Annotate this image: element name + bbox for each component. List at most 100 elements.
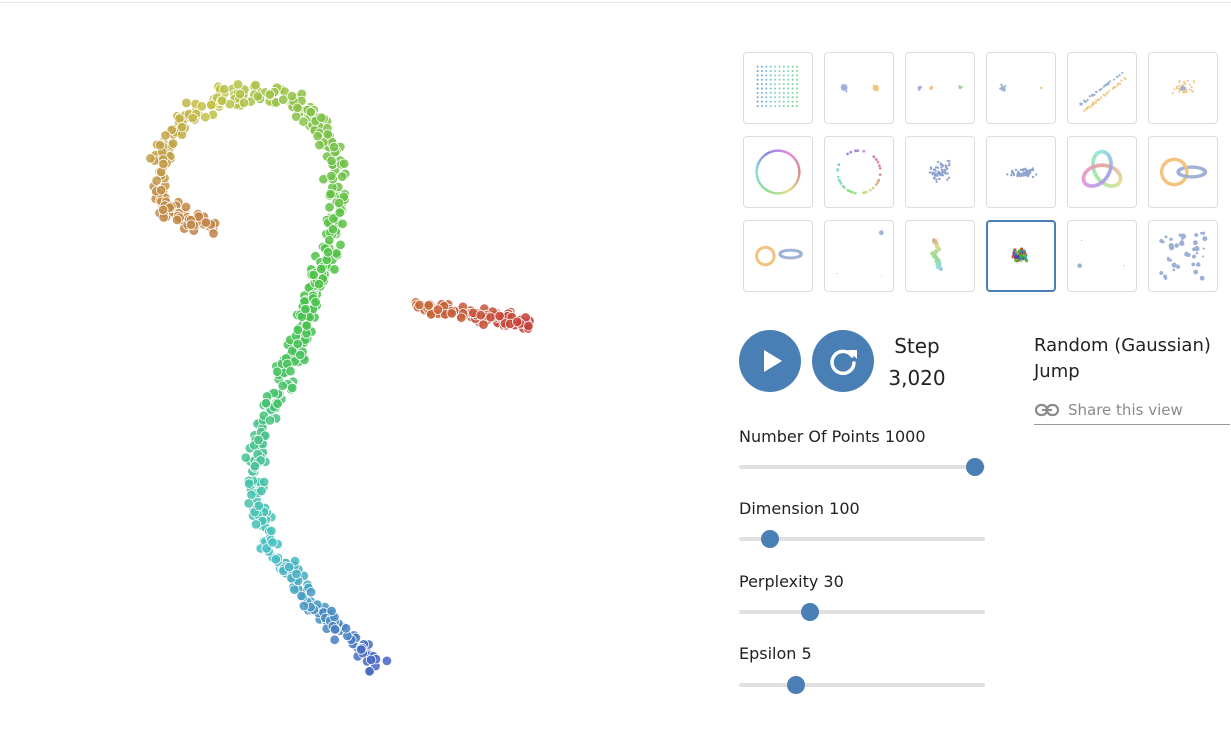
point bbox=[875, 88, 879, 91]
point bbox=[1178, 89, 1181, 92]
slider-perplexity[interactable] bbox=[739, 603, 985, 621]
point bbox=[797, 168, 801, 172]
thumbnail-two-long-linear-clusters[interactable] bbox=[1067, 52, 1137, 124]
thumbnail-preview bbox=[1079, 71, 1127, 112]
point bbox=[781, 191, 784, 195]
thumbnail-random-walk[interactable] bbox=[905, 220, 975, 292]
thumbnail-unlinked-rings[interactable] bbox=[743, 220, 813, 292]
thumbnail-preview bbox=[999, 83, 1043, 92]
thumbnail-two-different-size-clusters[interactable] bbox=[986, 52, 1056, 124]
thumbnail-gaussian-cloud[interactable] bbox=[905, 136, 975, 208]
slider-knob-dimension[interactable] bbox=[760, 530, 779, 548]
slider-number-of-points[interactable] bbox=[739, 458, 985, 476]
point bbox=[298, 600, 310, 612]
share-view-link[interactable]: Share this view bbox=[1034, 400, 1230, 425]
point bbox=[756, 105, 759, 107]
point bbox=[250, 519, 262, 530]
reset-button[interactable] bbox=[812, 330, 874, 392]
point bbox=[301, 320, 313, 331]
point bbox=[934, 174, 937, 177]
point bbox=[1019, 254, 1023, 258]
point bbox=[1104, 94, 1107, 97]
thumbnail-orthogonal-steps[interactable] bbox=[824, 220, 894, 292]
point bbox=[836, 272, 838, 275]
point bbox=[326, 155, 337, 167]
point bbox=[796, 177, 800, 180]
point bbox=[756, 70, 759, 72]
point bbox=[761, 105, 763, 107]
thumbnail-linked-rings[interactable] bbox=[1148, 136, 1218, 208]
point bbox=[1115, 75, 1119, 79]
thumbnail-preview bbox=[1159, 157, 1208, 187]
thumbnail-ellipsoidal-gaussian-cloud[interactable] bbox=[986, 136, 1056, 208]
thumbnail-uniform-distribution[interactable] bbox=[1148, 220, 1218, 292]
point bbox=[757, 179, 760, 183]
slider-label-epsilon: Epsilon 5 bbox=[739, 644, 812, 663]
point bbox=[1089, 105, 1092, 108]
point bbox=[313, 279, 325, 290]
point bbox=[155, 184, 167, 196]
point bbox=[328, 141, 340, 153]
point bbox=[769, 105, 772, 107]
point bbox=[1083, 109, 1086, 112]
point bbox=[157, 204, 169, 216]
point bbox=[285, 366, 296, 377]
point bbox=[310, 297, 321, 308]
point bbox=[270, 554, 282, 565]
dataset-thumbnails bbox=[743, 52, 1223, 296]
point bbox=[185, 219, 197, 230]
thumbnail-grid[interactable] bbox=[743, 52, 813, 124]
thumbnail-circle-evenly-spaced[interactable] bbox=[743, 136, 813, 208]
point bbox=[875, 85, 878, 89]
point bbox=[782, 100, 785, 103]
thumbnail-cluster-in-cluster[interactable] bbox=[1148, 52, 1218, 124]
point bbox=[755, 170, 758, 174]
point bbox=[944, 170, 947, 173]
point bbox=[871, 186, 875, 190]
point bbox=[935, 180, 938, 183]
point bbox=[1092, 94, 1095, 97]
point bbox=[252, 91, 263, 102]
point bbox=[286, 90, 298, 102]
point bbox=[791, 96, 794, 99]
point bbox=[296, 590, 307, 602]
point bbox=[761, 70, 763, 72]
slider-dimension[interactable] bbox=[739, 530, 985, 548]
play-button[interactable] bbox=[739, 330, 801, 392]
thumbnail-two-clusters[interactable] bbox=[824, 52, 894, 124]
slider-knob-perplexity[interactable] bbox=[801, 603, 820, 621]
point bbox=[1121, 71, 1124, 75]
thumbnail-circle-randomly-spaced[interactable] bbox=[824, 136, 894, 208]
point bbox=[880, 274, 882, 277]
point bbox=[272, 398, 283, 409]
thumbnail-random-jump[interactable] bbox=[986, 220, 1056, 292]
point bbox=[1185, 89, 1188, 92]
thumbnail-preview bbox=[928, 159, 951, 183]
point bbox=[845, 90, 848, 93]
slider-epsilon[interactable] bbox=[739, 676, 985, 694]
point bbox=[292, 324, 304, 336]
point bbox=[1184, 88, 1187, 91]
point bbox=[770, 190, 773, 194]
point bbox=[1080, 102, 1083, 105]
point bbox=[765, 96, 768, 99]
point bbox=[787, 70, 790, 72]
point bbox=[944, 164, 947, 167]
slider-knob-epsilon[interactable] bbox=[786, 676, 805, 694]
dataset-name-line2: Jump bbox=[1034, 361, 1080, 382]
thumbnail-equally-spaced[interactable] bbox=[1067, 220, 1137, 292]
point bbox=[145, 153, 156, 164]
point bbox=[284, 561, 295, 573]
thumbnail-trefoil-knot[interactable] bbox=[1067, 136, 1137, 208]
slider-knob-number-of-points[interactable] bbox=[966, 458, 985, 476]
point bbox=[322, 129, 333, 140]
point bbox=[1000, 83, 1003, 86]
point bbox=[765, 65, 768, 68]
thumbnail-three-clusters[interactable] bbox=[905, 52, 975, 124]
point bbox=[787, 74, 790, 77]
point bbox=[778, 91, 781, 94]
point bbox=[774, 191, 778, 195]
point bbox=[174, 113, 185, 124]
point bbox=[934, 166, 938, 169]
point bbox=[432, 304, 444, 315]
